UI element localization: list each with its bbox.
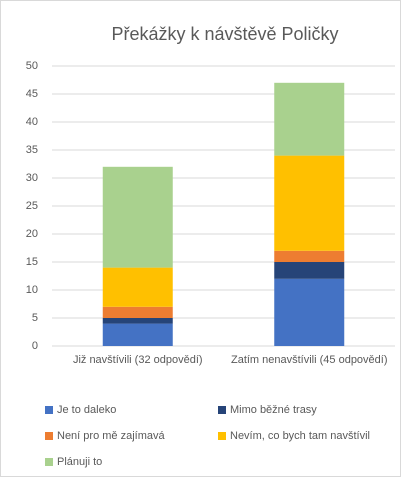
bar-segment — [102, 323, 173, 346]
legend-label: Nevím, co bych tam navštívil — [230, 430, 370, 442]
chart-title: Překážky k návštěvě Poličky — [111, 24, 338, 44]
bar-segment — [274, 82, 345, 156]
legend-label: Není pro mě zajímavá — [57, 430, 165, 442]
y-tick-label: 30 — [26, 172, 38, 184]
bar-segment — [102, 267, 173, 307]
legend-label: Mimo běžné trasy — [230, 404, 317, 416]
bar-segment — [274, 262, 345, 279]
legend-swatch — [218, 406, 226, 414]
y-tick-label: 10 — [26, 284, 38, 296]
legend-swatch — [218, 432, 226, 440]
legend-swatch — [45, 406, 53, 414]
legend-label: Plánuji to — [57, 456, 102, 468]
y-tick-label: 25 — [26, 200, 38, 212]
x-tick-label: Zatím nenavštívili (45 odpovědí) — [230, 354, 388, 366]
legend-label: Je to daleko — [57, 404, 116, 416]
y-tick-label: 50 — [26, 60, 38, 72]
y-tick-label: 0 — [32, 340, 38, 352]
x-tick-label: Již navštívili (32 odpovědí) — [72, 354, 203, 366]
bar-segment — [102, 306, 173, 318]
bar-segment — [102, 318, 173, 324]
y-tick-label: 5 — [32, 312, 38, 324]
y-tick-label: 35 — [26, 144, 38, 156]
y-tick-label: 20 — [26, 228, 38, 240]
bar-segment — [102, 166, 173, 268]
y-tick-label: 40 — [26, 116, 38, 128]
y-tick-label: 45 — [26, 88, 38, 100]
legend-swatch — [45, 432, 53, 440]
bar-segment — [274, 250, 345, 262]
legend-swatch — [45, 458, 53, 466]
bar-segment — [274, 278, 345, 346]
bar-segment — [274, 155, 345, 251]
y-tick-label: 15 — [26, 256, 38, 268]
